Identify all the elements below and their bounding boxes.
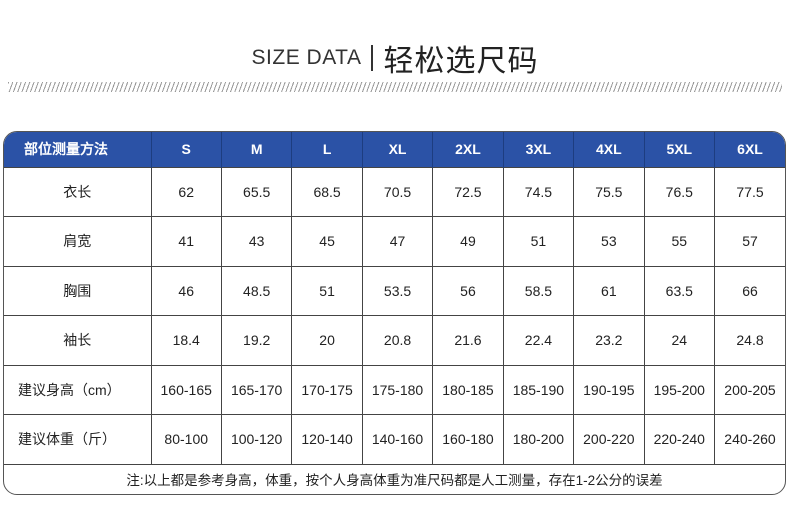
table-cell: 160-165 [150, 364, 222, 415]
header-size: 4XL [573, 132, 645, 167]
table-cell: 49 [432, 216, 504, 266]
header-size: 2XL [432, 132, 504, 167]
row-label: 建议身高（cm） [4, 364, 151, 415]
header-size: L [291, 132, 363, 167]
table-cell: 175-180 [361, 364, 433, 415]
header-measure-method: 部位测量方法 [4, 132, 151, 167]
table-cell: 43 [220, 216, 292, 266]
table-row: 袖长 18.4 19.2 20 20.8 21.6 22.4 23.2 24 24.8 [4, 315, 785, 365]
table-cell: 74.5 [502, 166, 574, 217]
table-cell: 20.8 [361, 315, 433, 365]
table-cell: 160-180 [432, 414, 504, 464]
table-cell: 21.6 [432, 315, 504, 365]
table-cell: 53.5 [361, 265, 433, 316]
table-row: 衣长 62 65.5 68.5 70.5 72.5 74.5 75.5 76.5 77.5 [4, 166, 785, 217]
page-title: SIZE DATA 轻松选尺码 [0, 36, 790, 80]
table-cell: 55 [643, 216, 715, 266]
table-cell: 140-160 [361, 414, 433, 464]
table-row: 建议体重（斤） 80-100 100-120 120-140 140-160 160-18… [4, 414, 785, 464]
table-cell: 61 [573, 265, 645, 316]
table-cell: 185-190 [502, 364, 574, 415]
table-cell: 45 [291, 216, 363, 266]
title-cn: 轻松选尺码 [383, 44, 539, 79]
table-cell: 65.5 [220, 166, 292, 217]
table-cell: 22.4 [502, 315, 574, 365]
hatched-divider [8, 82, 782, 92]
table-note: 注:以上都是参考身高，体重，按个人身高体重为准尺码都是人工测量，存在1-2公分的… [4, 463, 785, 494]
row-label: 衣长 [4, 166, 151, 217]
table-cell: 180-185 [432, 364, 504, 415]
table-cell: 63.5 [643, 265, 715, 316]
row-label: 胸围 [4, 265, 151, 316]
table-row: 建议身高（cm） 160-165 165-170 170-175 175-180 180-… [4, 364, 785, 415]
row-label: 肩宽 [4, 216, 151, 266]
table-row: 肩宽 41 43 45 47 49 51 53 55 57 [4, 216, 785, 266]
table-cell: 58.5 [502, 265, 574, 316]
table-cell: 165-170 [220, 364, 292, 415]
table-cell: 41 [150, 216, 222, 266]
table-cell: 20 [291, 315, 363, 365]
table-cell: 53 [573, 216, 645, 266]
row-label: 袖长 [4, 315, 151, 365]
header-size: S [150, 132, 222, 167]
title-divider [371, 45, 374, 71]
table-cell: 18.4 [150, 315, 222, 365]
table-cell: 51 [502, 216, 574, 266]
table-cell: 77.5 [714, 166, 785, 217]
table-cell: 70.5 [361, 166, 433, 217]
table-cell: 46 [150, 265, 222, 316]
table-cell: 56 [432, 265, 504, 316]
table-cell: 75.5 [573, 166, 645, 217]
header-size: M [220, 132, 292, 167]
table-cell: 62 [150, 166, 222, 217]
table-cell: 57 [714, 216, 785, 266]
table-cell: 24.8 [714, 315, 785, 365]
table-cell: 80-100 [150, 414, 222, 464]
table-cell: 19.2 [220, 315, 292, 365]
table-cell: 195-200 [643, 364, 715, 415]
table-cell: 170-175 [291, 364, 363, 415]
table-cell: 190-195 [573, 364, 645, 415]
header-size: XL [361, 132, 433, 167]
table-cell: 220-240 [643, 414, 715, 464]
table-cell: 47 [361, 216, 433, 266]
table-cell: 120-140 [291, 414, 363, 464]
table-cell: 180-200 [502, 414, 574, 464]
header-size: 6XL [714, 132, 785, 167]
table-cell: 48.5 [220, 265, 292, 316]
row-label: 建议体重（斤） [4, 414, 151, 464]
table-cell: 68.5 [291, 166, 363, 217]
header-size: 5XL [643, 132, 715, 167]
table-cell: 66 [714, 265, 785, 316]
table-cell: 100-120 [220, 414, 292, 464]
table-cell: 24 [643, 315, 715, 365]
size-table: 部位测量方法 S M L XL 2XL 3XL 4XL 5XL 6XL 衣长 62 65.5 68.5 7… [3, 131, 786, 495]
table-cell: 23.2 [573, 315, 645, 365]
table-cell: 200-205 [714, 364, 785, 415]
header-size: 3XL [502, 132, 574, 167]
table-cell: 200-220 [573, 414, 645, 464]
table-header-row: 部位测量方法 S M L XL 2XL 3XL 4XL 5XL 6XL [4, 132, 785, 167]
table-cell: 72.5 [432, 166, 504, 217]
table-cell: 240-260 [714, 414, 785, 464]
table-row: 胸围 46 48.5 51 53.5 56 58.5 61 63.5 66 [4, 265, 785, 316]
title-en: SIZE DATA [251, 46, 362, 69]
table-cell: 51 [291, 265, 363, 316]
table-cell: 76.5 [643, 166, 715, 217]
